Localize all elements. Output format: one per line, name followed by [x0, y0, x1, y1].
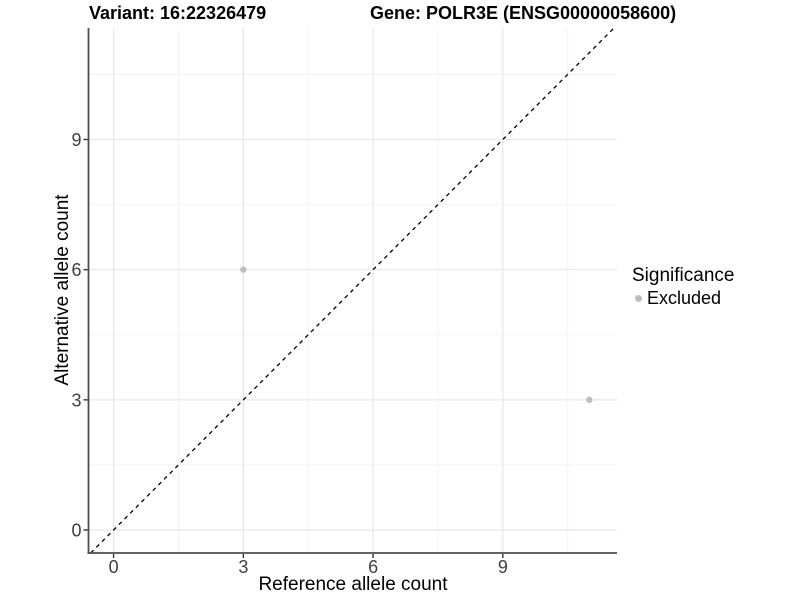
- identity-reference-line: [90, 27, 615, 554]
- plot-title-gene: Gene: POLR3E (ENSG00000058600): [370, 3, 677, 23]
- legend-item-label: Excluded: [647, 288, 722, 308]
- y-tick-label: 0: [71, 521, 81, 541]
- plot-title-variant: Variant: 16:22326479: [89, 3, 267, 23]
- y-tick-label: 3: [71, 390, 81, 410]
- x-tick-label: 6: [368, 557, 378, 577]
- y-tick-label: 6: [71, 260, 81, 280]
- data-point: [586, 396, 593, 404]
- x-tick-label: 0: [109, 557, 119, 577]
- x-tick-label: 3: [238, 557, 248, 577]
- legend: Significance Excluded: [630, 265, 735, 309]
- y-axis-title: Alternative allele count: [52, 194, 73, 386]
- excluded-swatch-icon: [635, 294, 642, 302]
- x-axis-title: Reference allele count: [258, 574, 448, 595]
- legend-item-excluded: Excluded: [630, 288, 734, 308]
- data-point: [240, 266, 247, 273]
- x-tick-label: 9: [498, 557, 508, 577]
- y-tick-label: 9: [71, 130, 81, 150]
- legend-title: Significance: [632, 265, 735, 286]
